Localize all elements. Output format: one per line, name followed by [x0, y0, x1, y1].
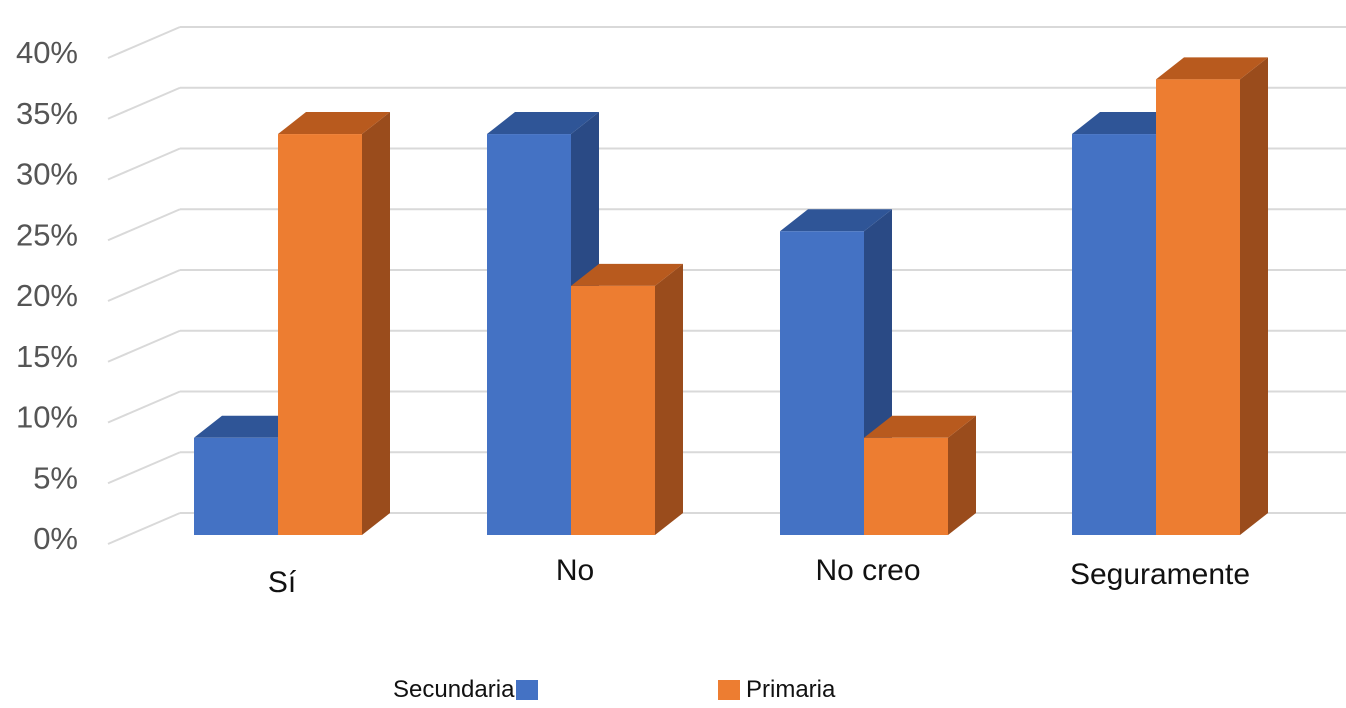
y-tick-label: 15%: [16, 339, 78, 374]
bar-top: [278, 112, 390, 135]
bar-secundaria-3: [780, 209, 892, 535]
legend-primaria: Primaria: [718, 676, 836, 703]
gridline-diagonal: [107, 512, 181, 545]
bar-top: [864, 415, 976, 438]
bar-front: [1156, 79, 1240, 535]
bar-side: [1240, 57, 1268, 535]
bar-primaria-2: [571, 263, 683, 535]
gridline-diagonal: [107, 26, 181, 59]
bars: [194, 57, 1268, 536]
bar-front: [864, 437, 948, 535]
gridline-diagonal: [107, 451, 181, 485]
legend-label-primaria: Primaria: [746, 676, 836, 703]
y-tick-label: 25%: [16, 217, 78, 252]
bar-front: [571, 285, 655, 535]
legend-swatch-secundaria: [516, 680, 539, 700]
bar-primaria-4: [1156, 57, 1268, 535]
y-tick-label: 20%: [16, 278, 78, 313]
bar-side: [655, 263, 683, 535]
y-tick-label: 0%: [33, 521, 78, 556]
bar-side: [362, 112, 390, 536]
category-label: Sí: [268, 566, 297, 599]
legend-secundaria: Secundaria: [393, 676, 539, 703]
legend-label-secundaria: Secundaria: [393, 676, 515, 703]
gridline-diagonal: [107, 86, 181, 120]
y-tick-label: 5%: [33, 460, 78, 495]
bar-front: [780, 231, 864, 535]
bar-front: [1072, 134, 1156, 536]
gridline-diagonal: [107, 208, 181, 242]
bar-front: [487, 134, 571, 536]
x-axis-categories: Sí No No creo Seguramente: [268, 554, 1250, 599]
y-tick-label: 35%: [16, 96, 78, 131]
y-axis-ticks: 0% 5% 10% 15% 20% 25% 30% 35% 40%: [16, 35, 78, 556]
legend-swatch-primaria: [718, 680, 740, 700]
gridline-diagonal: [107, 390, 181, 424]
y-tick-label: 10%: [16, 400, 78, 435]
category-label: Seguramente: [1070, 558, 1250, 591]
y-tick-label: 40%: [16, 35, 78, 70]
bar-top: [780, 209, 892, 232]
bar-top: [1156, 57, 1268, 80]
y-tick-label: 30%: [16, 157, 78, 192]
bar-top: [571, 263, 683, 286]
gridline-diagonal: [107, 147, 181, 181]
gridline-diagonal: [107, 329, 181, 363]
gridline-diagonal: [107, 269, 181, 302]
category-label: No: [556, 554, 594, 587]
bar-primaria-1: [278, 112, 390, 536]
bar-front: [194, 437, 278, 535]
bar-primaria-3: [864, 415, 976, 535]
bar-side: [948, 415, 976, 535]
category-label: No creo: [815, 554, 920, 587]
bar-front: [278, 134, 362, 536]
bar-top: [487, 112, 599, 135]
